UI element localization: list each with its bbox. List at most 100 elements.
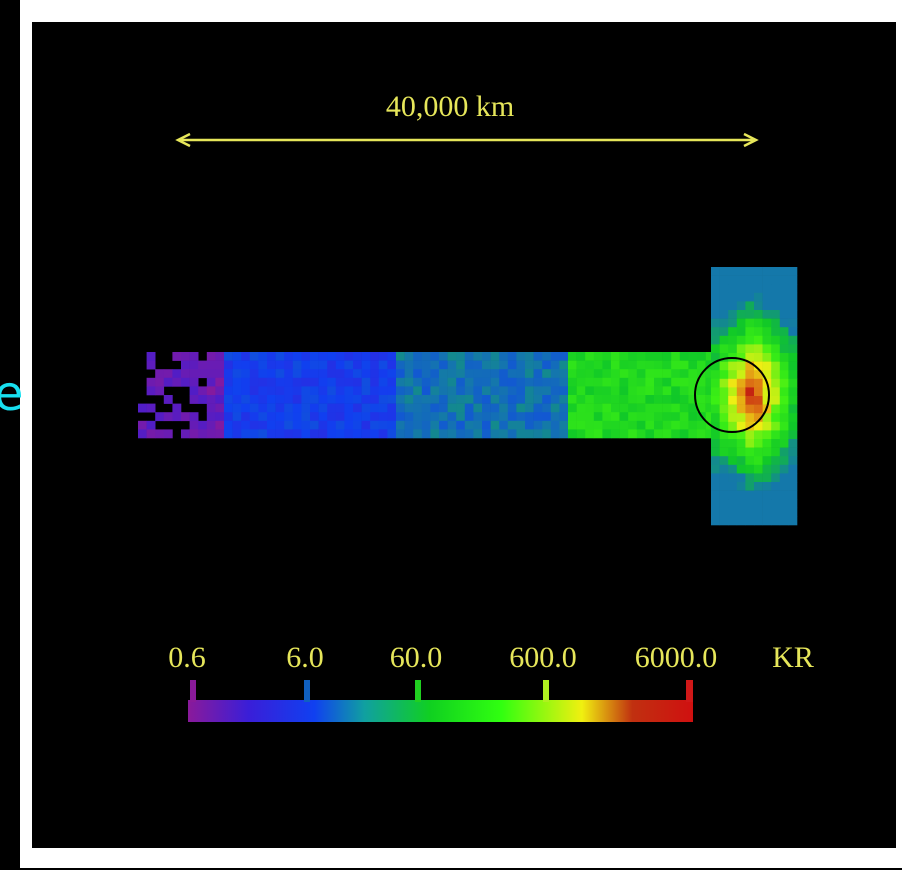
emission-cell [737,439,746,448]
emission-cell [645,395,654,404]
emission-cell [301,404,310,413]
emission-cell [728,405,737,414]
emission-cell [310,395,319,404]
emission-cell [671,395,680,404]
emission-cell [250,369,259,378]
emission-cell [370,378,379,387]
emission-cell [439,404,448,413]
emission-cell [405,395,414,404]
emission-cell [671,421,680,430]
emission-cell [671,412,680,421]
emission-cell [763,284,772,293]
emission-cell [763,387,772,396]
emission-cell [711,413,720,422]
emission-cell [551,421,560,430]
emission-cell [671,386,680,395]
emission-cell [711,284,720,293]
emission-cell [258,361,267,370]
emission-cell [680,429,689,438]
emission-cell [164,369,173,378]
emission-cell [482,412,491,421]
emission-cell [720,491,729,500]
emission-cell [745,284,754,293]
emission-cell [465,352,474,361]
emission-cell [763,491,772,500]
emission-cell [771,405,780,414]
emission-cell [362,378,371,387]
emission-cell [405,378,414,387]
emission-cell [551,404,560,413]
colorbar-tick [543,680,549,702]
emission-cell [763,482,772,491]
emission-cell [771,413,780,422]
emission-cell [711,491,720,500]
emission-cell [319,412,328,421]
emission-cell [754,293,763,302]
emission-cell [585,386,594,395]
emission-cell [688,352,697,361]
emission-cell [353,404,362,413]
emission-cell [516,421,525,430]
emission-cell [534,378,543,387]
emission-cell [430,412,439,421]
emission-cell [542,361,551,370]
emission-cell [720,319,729,328]
emission-cell [215,386,224,395]
emission-cell [250,412,259,421]
emission-cell [780,370,789,379]
emission-cell [370,429,379,438]
emission-cell [396,352,405,361]
emission-cell [780,267,789,276]
emission-cell [771,387,780,396]
emission-cell [585,404,594,413]
emission-cell [637,378,646,387]
emission-cell [319,386,328,395]
emission-cell [430,378,439,387]
emission-cell [284,412,293,421]
emission-cell [344,369,353,378]
emission-cell [585,352,594,361]
emission-cell [788,439,797,448]
emission-cell [737,301,746,310]
emission-cell [301,395,310,404]
emission-cell [448,429,457,438]
emission-cell [319,421,328,430]
emission-cell [172,404,181,413]
emission-cell [344,361,353,370]
emission-cell [754,387,763,396]
emission-cell [663,361,672,370]
emission-cell [155,386,164,395]
emission-cell [788,456,797,465]
emission-cell [344,352,353,361]
emission-cell [720,439,729,448]
emission-cell [637,421,646,430]
emission-cell [198,369,207,378]
emission-cell [534,395,543,404]
emission-cell [754,499,763,508]
emission-cell [362,421,371,430]
emission-cell [720,379,729,388]
emission-cell [637,352,646,361]
emission-cell [771,379,780,388]
emission-cell [585,369,594,378]
emission-cell [267,395,276,404]
emission-cell [763,422,772,431]
emission-cell [754,508,763,517]
emission-cell [473,352,482,361]
emission-cell [788,336,797,345]
emission-cell [754,396,763,405]
emission-cell [663,386,672,395]
emission-cell [688,412,697,421]
emission-cell [771,465,780,474]
emission-cell [164,412,173,421]
emission-cell [284,361,293,370]
emission-cell [645,404,654,413]
emission-cell [327,395,336,404]
emission-cell [422,378,431,387]
scale-label: 40,000 km [386,90,514,123]
emission-cell [525,361,534,370]
emission-cell [293,395,302,404]
emission-cell [448,369,457,378]
emission-cell [728,439,737,448]
emission-cell [465,369,474,378]
